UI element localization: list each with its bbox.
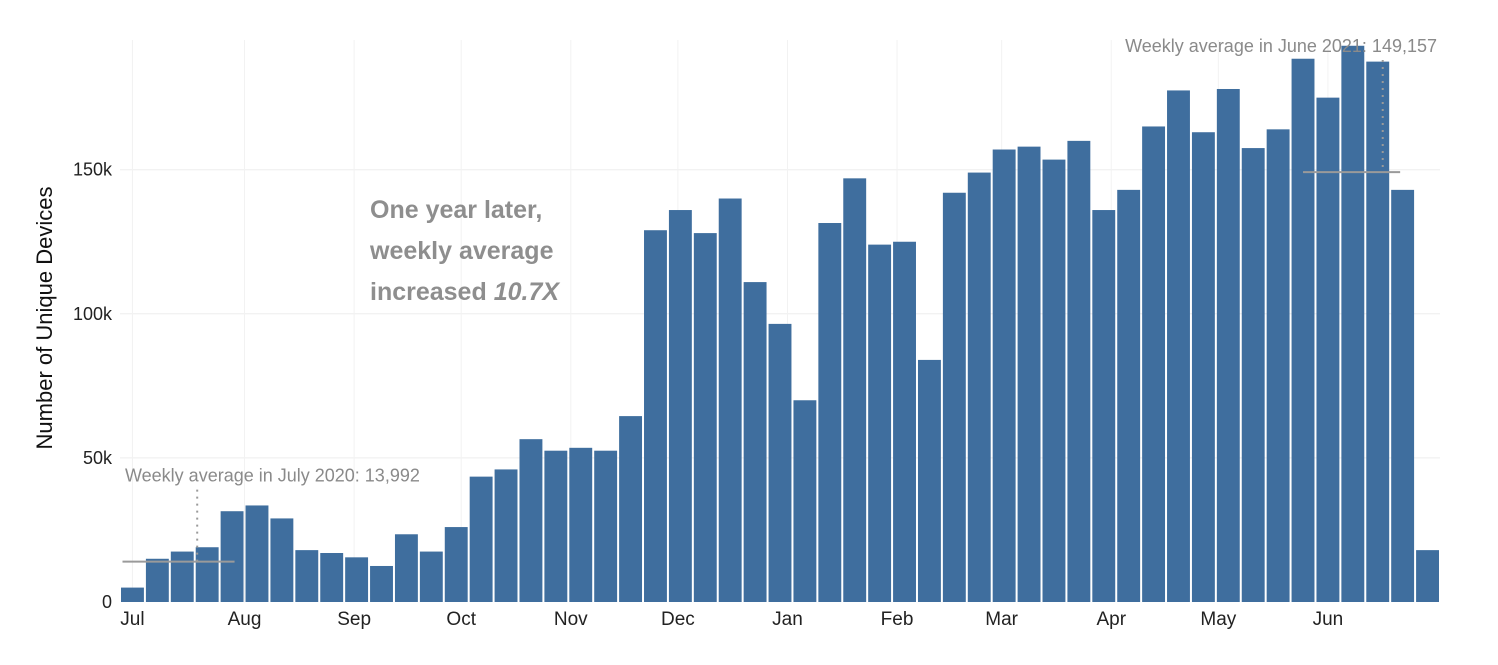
bar <box>370 565 393 602</box>
bar <box>320 553 344 602</box>
bar <box>569 447 593 602</box>
bar <box>1366 61 1390 603</box>
bar <box>967 172 991 603</box>
bar <box>942 192 966 602</box>
bar <box>519 439 543 602</box>
bars <box>121 45 1439 603</box>
bar <box>843 178 867 603</box>
bar <box>345 557 369 602</box>
bar <box>494 469 518 602</box>
bar <box>793 400 817 602</box>
bar <box>668 210 692 603</box>
bar <box>195 547 219 602</box>
reference-lines: Weekly average in July 2020: 13,992 Weekl… <box>122 36 1437 563</box>
bar <box>270 518 294 602</box>
bar <box>1092 210 1116 603</box>
bar <box>145 558 169 602</box>
axes: 0 50k 100k 150k Jul Aug Sep Oct Nov Dec Jan Feb Mar A… <box>73 160 1343 630</box>
y-tick-label: 50k <box>83 448 113 468</box>
bar <box>220 511 244 602</box>
x-tick-label: Mar <box>985 609 1018 630</box>
bar <box>992 149 1016 602</box>
bar <box>469 476 493 602</box>
bar <box>1142 126 1166 602</box>
bar <box>1017 146 1041 602</box>
bar <box>444 527 468 602</box>
bar <box>1167 90 1190 602</box>
bar <box>1416 550 1439 602</box>
x-tick-label: Oct <box>446 609 476 630</box>
x-tick-label: Nov <box>554 609 588 630</box>
bar <box>1042 159 1066 602</box>
callout-line: increased <box>370 278 494 306</box>
callout-annotation: One year later, weekly average increased 1… <box>369 196 560 306</box>
bar <box>917 359 941 602</box>
x-tick-label: Feb <box>881 609 914 630</box>
bar <box>1341 45 1365 603</box>
bar <box>893 241 916 602</box>
bar <box>1266 129 1290 603</box>
bar <box>693 233 717 602</box>
bar <box>768 323 792 602</box>
bar <box>121 587 144 602</box>
bar <box>295 550 319 602</box>
bar <box>644 230 667 602</box>
x-tick-label: Apr <box>1096 609 1126 630</box>
callout-line: One year later, <box>370 196 542 224</box>
callout-line: weekly average <box>369 237 554 265</box>
x-tick-label: Dec <box>661 609 695 630</box>
bar <box>594 450 618 602</box>
bar <box>245 505 269 602</box>
y-tick-label: 150k <box>73 160 113 180</box>
x-tick-label: Jul <box>120 609 144 630</box>
bar <box>1191 132 1215 602</box>
y-axis-title: Number of Unique Devices <box>32 187 57 450</box>
bar <box>718 198 742 602</box>
bar <box>818 223 842 602</box>
bar <box>419 551 443 602</box>
x-tick-label: Sep <box>337 609 371 630</box>
bar <box>1241 148 1265 603</box>
x-tick-label: Jan <box>772 609 803 630</box>
reference-label: Weekly average in July 2020: 13,992 <box>125 466 420 486</box>
bar <box>868 244 892 602</box>
bar <box>743 282 767 602</box>
y-tick-label: 0 <box>102 592 112 612</box>
bar <box>1117 189 1141 602</box>
x-tick-label: May <box>1200 609 1236 630</box>
x-tick-label: Aug <box>228 609 262 630</box>
reference-label: Weekly average in June 2021: 149,157 <box>1125 36 1437 56</box>
bar <box>1291 58 1315 602</box>
bar <box>1316 97 1340 603</box>
bar <box>619 416 643 602</box>
bar <box>1067 140 1091 602</box>
bar <box>1216 88 1240 602</box>
bar <box>1391 189 1415 602</box>
x-tick-label: Jun <box>1313 609 1344 630</box>
bar <box>394 534 418 602</box>
callout-emphasis: 10.7X <box>494 278 561 306</box>
y-tick-label: 100k <box>73 304 113 324</box>
bar <box>544 450 568 602</box>
bar <box>170 551 194 602</box>
